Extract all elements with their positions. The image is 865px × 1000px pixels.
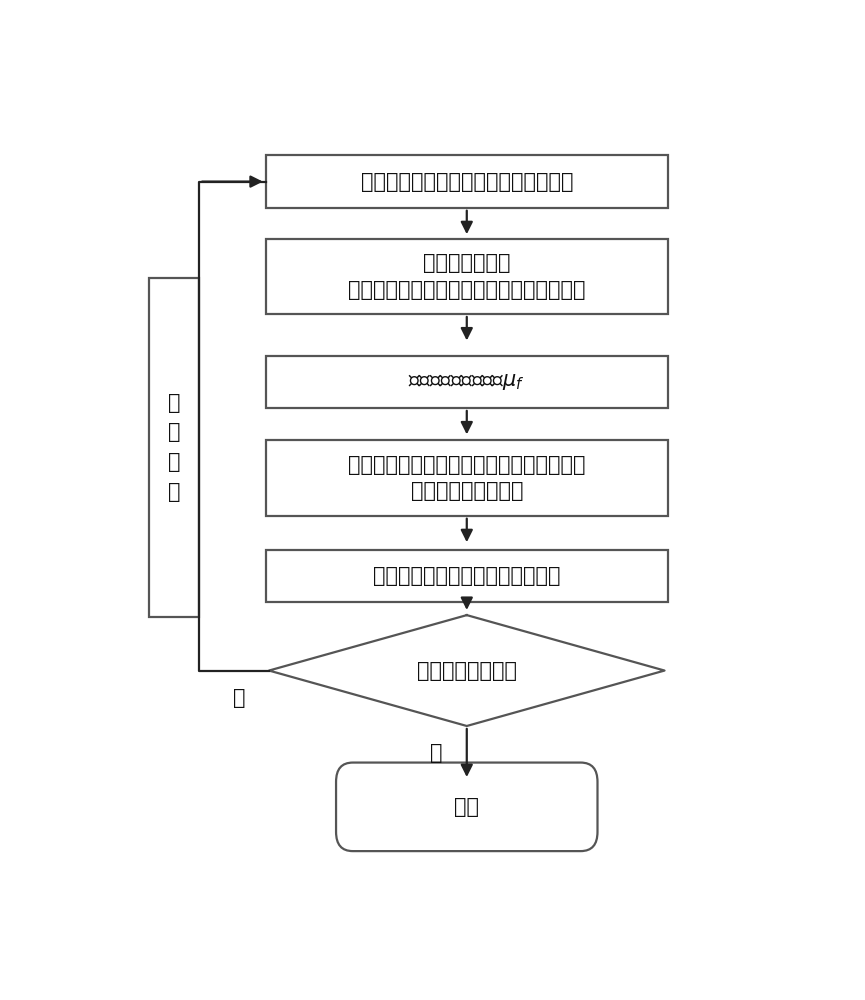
FancyBboxPatch shape xyxy=(336,763,598,851)
FancyBboxPatch shape xyxy=(266,356,668,408)
FancyBboxPatch shape xyxy=(266,239,668,314)
FancyBboxPatch shape xyxy=(266,155,668,208)
Text: 滚
动
执
行: 滚 动 执 行 xyxy=(168,393,180,502)
Text: 确定调度对象：
批加工机缓冲器里不同产品族的待加工产品: 确定调度对象： 批加工机缓冲器里不同产品族的待加工产品 xyxy=(348,253,586,300)
FancyBboxPatch shape xyxy=(266,550,668,602)
Polygon shape xyxy=(269,615,664,726)
Text: 计算动态变化权重：$\mu_f$: 计算动态变化权重：$\mu_f$ xyxy=(408,372,525,392)
Text: 调度终止条件判断: 调度终止条件判断 xyxy=(417,661,516,681)
Text: 结束: 结束 xyxy=(454,797,479,817)
Text: 是: 是 xyxy=(431,743,443,763)
Text: 获取在极小化加权总完工时间的调度目标下
优先权最高的产品族: 获取在极小化加权总完工时间的调度目标下 优先权最高的产品族 xyxy=(348,455,586,501)
Text: 产生触发事件：一台批加工机空闲可用: 产生触发事件：一台批加工机空闲可用 xyxy=(361,172,573,192)
Text: 否: 否 xyxy=(233,688,245,708)
FancyBboxPatch shape xyxy=(149,278,199,617)
Text: 对空闲可用的批加工机派工和装载: 对空闲可用的批加工机派工和装载 xyxy=(373,566,561,586)
FancyBboxPatch shape xyxy=(266,440,668,516)
